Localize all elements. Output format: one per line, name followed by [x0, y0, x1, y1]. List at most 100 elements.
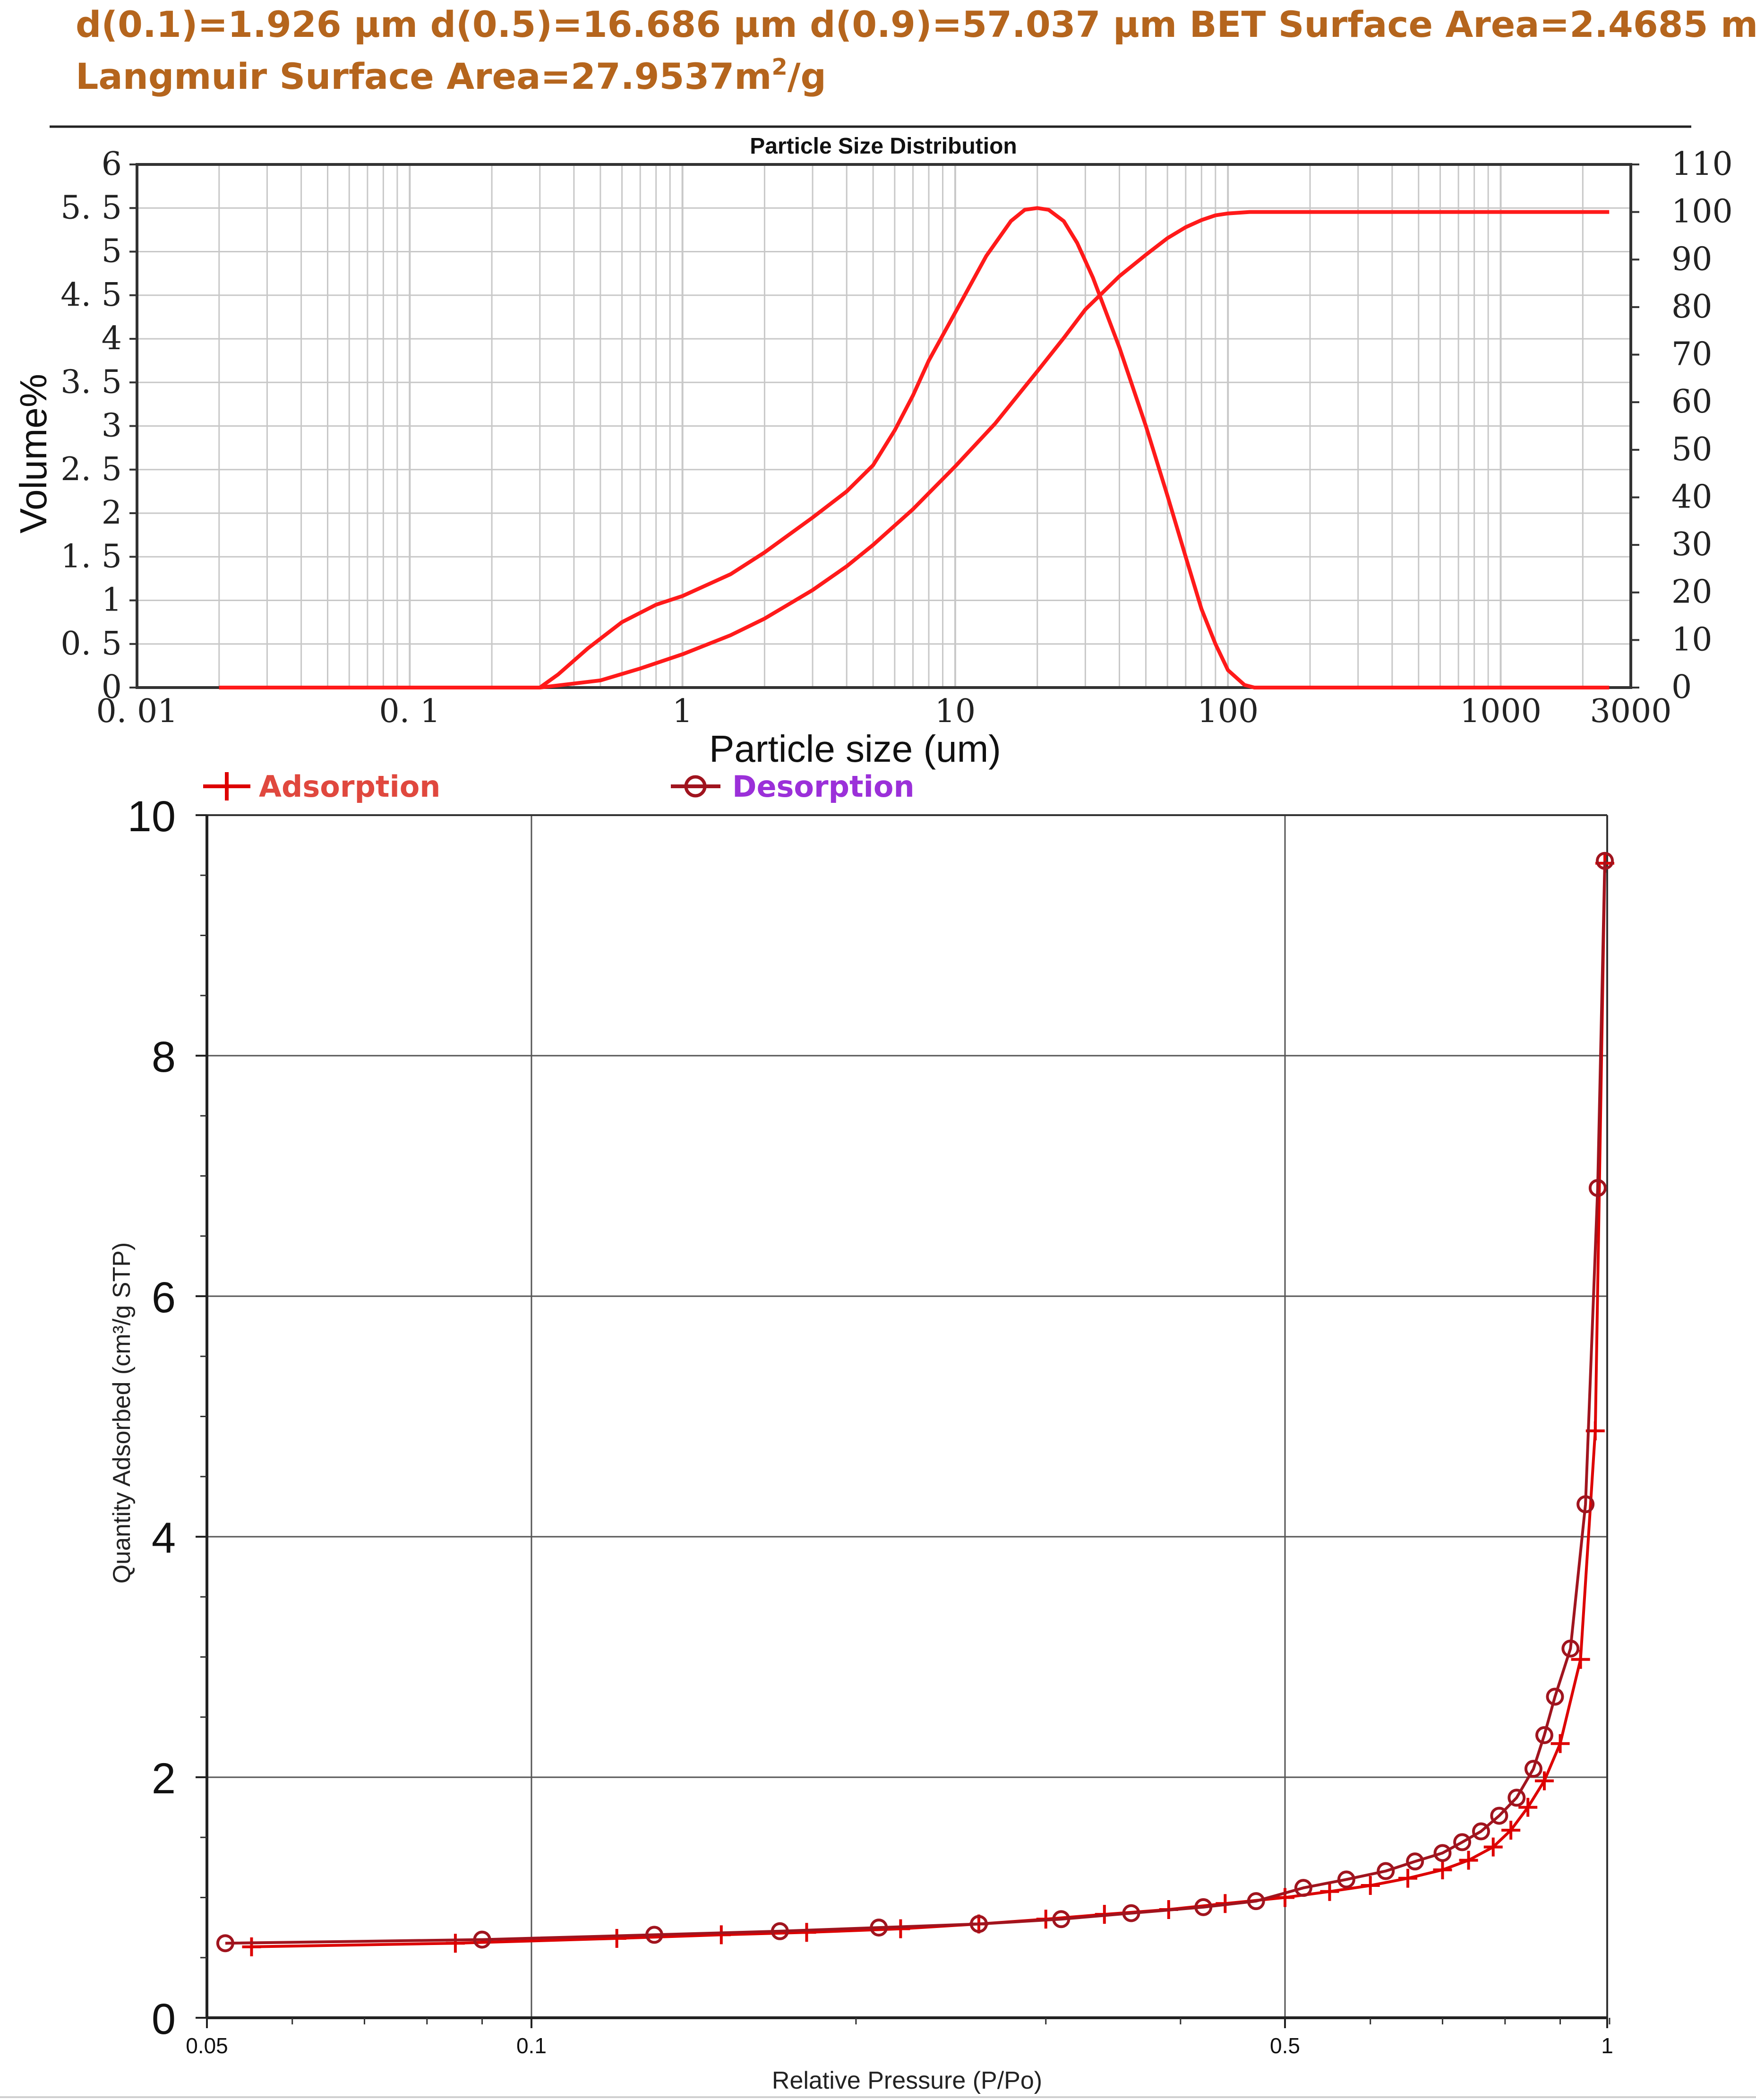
adsorption-point	[1361, 1876, 1380, 1895]
psd-x-tick-label: 10	[935, 693, 976, 730]
adsorption-point	[891, 1919, 910, 1938]
psd-x-tick-label: 0. 01	[96, 693, 178, 730]
iso-y-tick-label: 10	[128, 792, 176, 841]
psd-right-axis-ticks: 0 10 20 30 40 50 60 70 80 90 100 110	[1631, 146, 1733, 706]
particle-size-distribution-chart: Particle Size Distribution 0 0. 5 1 1. 5 2 2.…	[12, 134, 1733, 770]
legend-desorption-marker	[684, 775, 707, 798]
legend-adsorption: Adsorption	[203, 769, 440, 804]
desorption-point	[216, 1934, 234, 1953]
desorption-line	[225, 861, 1606, 1945]
desorption-point	[1490, 1807, 1508, 1825]
psd-y2-tick-label: 60	[1671, 383, 1713, 421]
psd-y-axis-label: Volume%	[12, 374, 54, 534]
desorption-point	[1122, 1904, 1140, 1922]
iso-y-tick-label: 6	[152, 1274, 176, 1322]
iso-series	[216, 852, 1615, 1956]
psd-y-tick-label: 5	[102, 233, 122, 270]
psd-y-tick-label: 2	[102, 494, 122, 532]
desorption-point	[870, 1919, 888, 1937]
desorption-point	[1453, 1833, 1472, 1851]
desorption-point	[1406, 1852, 1424, 1871]
header-line-1: d(0.1)=1.926 µm d(0.5)=16.686 µm d(0.9)=…	[76, 2, 1756, 45]
desorption-point	[1596, 852, 1614, 870]
iso-x-axis-label: Relative Pressure (P/Po)	[772, 2067, 1042, 2094]
adsorption-point	[1320, 1882, 1339, 1901]
desorption-point	[771, 1922, 789, 1940]
desorption-point	[1508, 1789, 1526, 1807]
adsorption-point	[1518, 1798, 1538, 1817]
psd-y-tick-label: 3	[102, 407, 122, 445]
iso-y-tick-label: 2	[152, 1755, 176, 1803]
desorption-point	[969, 1915, 988, 1933]
psd-y2-tick-label: 50	[1671, 431, 1713, 468]
iso-x-tick-label: 0.05	[186, 2033, 228, 2058]
desorption-point	[473, 1930, 491, 1949]
legend-desorption-label: Desorption	[732, 769, 915, 804]
desorption-point	[1337, 1870, 1355, 1889]
iso-y-tick-label: 8	[152, 1033, 176, 1081]
psd-x-tick-label: 1	[672, 693, 693, 730]
psd-y-tick-label: 0. 5	[60, 625, 122, 663]
psd-y-tick-label: 4	[102, 320, 122, 357]
psd-y2-tick-label: 70	[1671, 336, 1713, 373]
desorption-point	[1247, 1892, 1265, 1911]
desorption-point	[1294, 1879, 1312, 1897]
adsorption-point	[1459, 1850, 1478, 1870]
psd-y-tick-label: 1. 5	[60, 538, 122, 575]
adsorption-point	[1433, 1860, 1452, 1879]
iso-minor-ticks	[200, 874, 1610, 2024]
psd-y-tick-label: 3. 5	[60, 363, 122, 401]
psd-y-tick-label: 0	[102, 669, 122, 706]
adsorption-point	[1398, 1868, 1418, 1888]
psd-x-tick-label: 1000	[1460, 693, 1542, 730]
psd-y2-tick-label: 80	[1671, 288, 1713, 326]
legend-desorption: Desorption	[671, 769, 915, 804]
desorption-point	[1535, 1726, 1553, 1744]
psd-chart-title: Particle Size Distribution	[750, 134, 1017, 159]
iso-y-tick-label: 0	[152, 1995, 176, 2043]
psd-y2-tick-label: 20	[1671, 574, 1713, 611]
psd-y-tick-label: 4. 5	[60, 276, 122, 314]
iso-x-tick-label: 0.5	[1270, 2033, 1300, 2058]
desorption-point	[1576, 1495, 1595, 1514]
iso-y-tick-label: 4	[152, 1514, 176, 1562]
iso-y-axis-ticks: 0 2 4 6 8 10	[128, 792, 207, 2043]
psd-y2-tick-label: 90	[1671, 241, 1713, 278]
desorption-point	[1561, 1639, 1580, 1658]
iso-grid	[207, 815, 1607, 2018]
psd-y2-tick-label: 40	[1671, 478, 1713, 516]
psd-y2-tick-label: 0	[1671, 669, 1692, 706]
desorption-point	[1194, 1898, 1213, 1916]
psd-left-axis-ticks: 0 0. 5 1 1. 5 2 2. 5 3 3. 5 4 4. 5 5 5. 5 6	[60, 146, 137, 706]
desorption-point	[1052, 1910, 1071, 1928]
adsorption-point	[1501, 1820, 1521, 1840]
psd-x-tick-label: 0. 1	[379, 693, 440, 730]
adsorption-point	[1571, 1650, 1590, 1669]
psd-y-tick-label: 1	[102, 582, 122, 619]
adsorption-point	[1483, 1837, 1503, 1857]
desorption-point	[645, 1926, 663, 1944]
header-line-2: Langmuir Surface Area=27.9537m2/g	[76, 54, 826, 97]
psd-y2-tick-label: 30	[1671, 526, 1713, 563]
psd-x-axis-ticks: 0. 01 0. 1 1 10 100 1000 3000	[96, 693, 1671, 730]
adsorption-point	[445, 1934, 465, 1953]
desorption-point	[1433, 1844, 1452, 1862]
psd-y-tick-label: 6	[102, 146, 122, 183]
psd-y2-tick-label: 110	[1671, 146, 1733, 183]
psd-grid	[137, 164, 1631, 688]
legend-adsorption-label: Adsorption	[259, 769, 440, 804]
desorption-point	[1588, 1179, 1607, 1197]
adsorption-point	[1550, 1734, 1570, 1753]
adsorption-point	[711, 1925, 731, 1945]
psd-x-tick-label: 100	[1197, 693, 1259, 730]
adsorption-line	[251, 863, 1606, 1948]
iso-x-axis-ticks: 0.05 0.1 0.5 1	[186, 2018, 1613, 2058]
iso-x-tick-label: 0.1	[516, 2033, 547, 2058]
adsorption-point	[797, 1923, 816, 1942]
adsorption-point	[242, 1937, 261, 1956]
isotherm-chart: Adsorption Desorption 0 2 4 6 8 10 0.05 0.1 0.5…	[108, 769, 1615, 2094]
adsorption-point	[607, 1929, 626, 1948]
desorption-point	[1546, 1687, 1564, 1706]
psd-series	[219, 206, 1610, 689]
